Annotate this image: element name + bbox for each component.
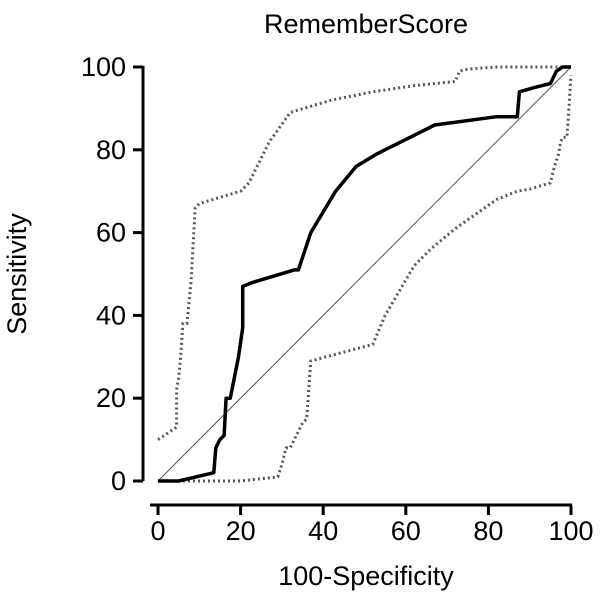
x-tick-label: 0 (150, 516, 165, 546)
x-tick-label: 100 (548, 516, 593, 546)
lower-confidence-bound-line (158, 75, 573, 483)
x-tick-label: 80 (473, 516, 503, 546)
y-tick-label: 100 (81, 52, 126, 82)
plot-area (157, 65, 573, 483)
x-axis: 0 20 40 60 80 100 (150, 503, 594, 546)
x-tick-label: 60 (391, 516, 421, 546)
x-tick-label: 20 (226, 516, 256, 546)
x-tick-label: 40 (308, 516, 338, 546)
y-tick-label: 80 (96, 135, 126, 165)
reference-diagonal-line (157, 66, 572, 482)
x-ticks: 0 20 40 60 80 100 (150, 505, 594, 546)
chart-title: RememberScore (264, 9, 468, 39)
y-tick-label: 60 (96, 218, 126, 248)
y-ticks: 0 20 40 60 80 100 (81, 52, 143, 496)
y-tick-label: 0 (111, 466, 126, 496)
upper-confidence-bound-line (157, 65, 571, 441)
roc-curve-line (158, 65, 571, 483)
y-axis: 0 20 40 60 80 100 (81, 52, 145, 496)
y-tick-label: 20 (96, 383, 126, 413)
y-tick-label: 40 (96, 300, 126, 330)
y-axis-label: Sensitivity (2, 213, 32, 335)
x-axis-label: 100-Specificity (278, 561, 454, 591)
